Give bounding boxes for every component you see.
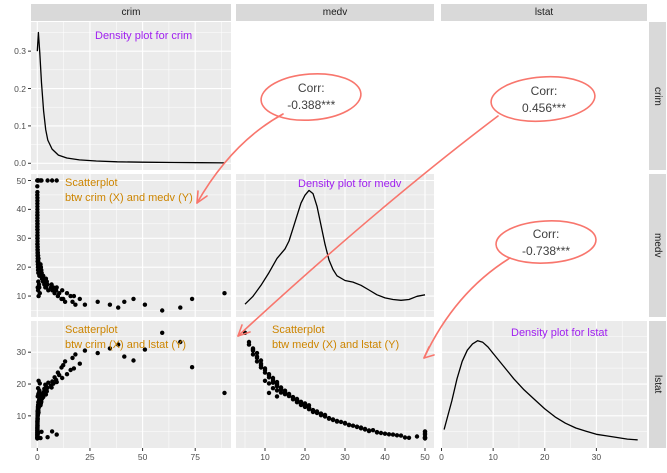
y-tick-label: 20	[16, 379, 26, 390]
x-tick-label: 50	[137, 452, 148, 462]
panel-scatter-medv-lstat: Scatterplot btw medv (X) and lstat (Y)	[236, 321, 434, 448]
y-tick-label: 10	[16, 410, 26, 421]
x-tick-label: 0	[439, 452, 444, 462]
panel-scatter-crim-lstat: Scatterplot btw crim (X) and lstat (Y)	[31, 321, 231, 448]
panel-density-lstat: Density plot for lstat	[441, 321, 647, 448]
corr-label: Corr:	[532, 226, 560, 241]
panel-corr-crim-medv: Corr: -0.388***	[236, 22, 434, 170]
annotation-line: btw medv (X) and lstat (Y)	[272, 339, 400, 351]
strip-col-lstat: lstat	[441, 4, 647, 21]
corr-text-medv-lstat: Corr: -0.738***	[522, 226, 570, 260]
y-tick-label: 0.1	[14, 120, 26, 131]
x-tick-label: 50	[420, 452, 430, 462]
corr-text-crim-lstat: Corr: 0.456***	[522, 83, 566, 117]
corr-value: -0.388***	[287, 98, 336, 113]
y-tick-label: 10	[16, 291, 26, 302]
corr-value: -0.738***	[522, 243, 571, 258]
corr-value: 0.456***	[521, 101, 567, 116]
annotation-line: Scatterplot	[272, 324, 325, 336]
annotation-scatter-medv-lstat: Scatterplot btw medv (X) and lstat (Y)	[272, 323, 399, 353]
annotation-line: Scatterplot	[65, 177, 118, 189]
panel-scatter-crim-medv: Scatterplot btw crim (X) and medv (Y)	[31, 174, 231, 317]
x-tick-label: 75	[190, 452, 200, 462]
annotation-line: btw crim (X) and lstat (Y)	[65, 339, 187, 351]
x-tick-label: 40	[380, 452, 390, 462]
x-tick-label: 30	[591, 452, 602, 462]
annotation-scatter-crim-medv: Scatterplot btw crim (X) and medv (Y)	[65, 176, 193, 206]
strip-row-medv: medv	[649, 174, 666, 317]
annotation-line: Scatterplot	[65, 324, 118, 336]
annotation-scatter-crim-lstat: Scatterplot btw crim (X) and lstat (Y)	[65, 323, 186, 353]
y-tick-label: 50	[16, 175, 26, 186]
annotation-density-medv: Density plot for medv	[298, 178, 402, 190]
y-tick-label: 30	[16, 233, 26, 244]
annotation-density-lstat: Density plot for lstat	[511, 327, 608, 339]
x-tick-label: 10	[488, 452, 498, 462]
panel-canvas	[31, 321, 231, 448]
strip-row-lstat: lstat	[649, 321, 666, 448]
x-tick-label: 20	[540, 452, 550, 462]
y-tick-label: 0.2	[14, 83, 26, 94]
strip-col-crim: crim	[31, 4, 231, 21]
corr-label: Corr:	[530, 84, 558, 99]
y-tick-label: 0.3	[14, 46, 26, 57]
x-tick-label: 25	[85, 452, 95, 462]
corr-text-crim-medv: Corr: -0.388***	[287, 80, 335, 114]
x-tick-label: 10	[260, 452, 270, 462]
x-tick-label: 0	[34, 452, 40, 462]
y-tick-label: 0.0	[14, 158, 26, 169]
y-tick-label: 30	[16, 347, 26, 358]
annotation-line: btw crim (X) and medv (Y)	[65, 192, 193, 204]
y-tick-label: 40	[16, 204, 26, 215]
panel-corr-crim-lstat: Corr: 0.456***	[441, 22, 647, 170]
panel-density-crim: Density plot for crim	[31, 22, 231, 170]
panel-corr-medv-lstat: Corr: -0.738***	[441, 174, 647, 317]
strip-row-crim: crim	[649, 22, 666, 170]
panel-canvas	[236, 174, 434, 317]
y-tick-label: 20	[16, 262, 26, 273]
annotation-density-crim: Density plot for crim	[95, 30, 193, 42]
corr-label: Corr:	[297, 81, 325, 96]
strip-col-medv: medv	[236, 4, 434, 21]
x-tick-label: 30	[340, 452, 350, 462]
x-tick-label: 20	[300, 452, 310, 462]
panel-canvas	[31, 22, 231, 170]
panel-density-medv: Density plot for medv	[236, 174, 434, 317]
